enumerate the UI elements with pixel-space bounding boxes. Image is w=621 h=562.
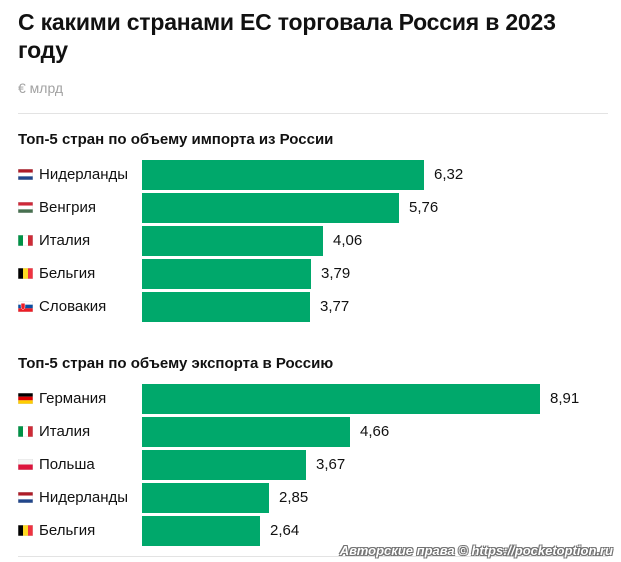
country-label: Словакия <box>39 298 107 315</box>
bar <box>142 226 323 256</box>
country-label: Бельгия <box>39 265 96 282</box>
country-label: Нидерланды <box>39 489 129 506</box>
bar-row: Нидерланды 6,32 <box>18 159 618 191</box>
flag-de-icon <box>18 393 33 404</box>
value-label: 6,32 <box>434 166 464 183</box>
flag-sk-icon <box>18 301 33 312</box>
value-label: 2,64 <box>270 522 300 539</box>
country-label: Бельгия <box>39 522 96 539</box>
top-divider <box>18 113 608 114</box>
bar <box>142 292 310 322</box>
bar <box>142 384 540 414</box>
flag-pl-icon <box>18 459 33 470</box>
bar-row: Нидерланды 2,85 <box>18 482 618 514</box>
bar-row: Бельгия 3,79 <box>18 258 618 290</box>
unit-label: € млрд <box>18 80 64 96</box>
country-label: Польша <box>39 456 95 473</box>
page-title: С какими странами ЕС торговала Россия в … <box>18 9 556 63</box>
bar <box>142 417 350 447</box>
watermark: Авторские права © https://pocketoption.r… <box>339 543 613 558</box>
value-label: 3,67 <box>316 456 346 473</box>
flag-be-icon <box>18 268 33 279</box>
value-label: 3,77 <box>320 298 350 315</box>
country-label: Италия <box>39 423 91 440</box>
import-section-title: Топ-5 стран по объему импорта из России <box>18 131 334 148</box>
bar-row: Бельгия 2,64 <box>18 515 618 547</box>
country-label: Италия <box>39 232 91 249</box>
export-section-title: Топ-5 стран по объему экспорта в Россию <box>18 355 334 372</box>
flag-nl-icon <box>18 169 33 180</box>
value-label: 4,06 <box>333 232 363 249</box>
country-label: Нидерланды <box>39 166 129 183</box>
bar <box>142 160 424 190</box>
bottom-divider <box>18 556 608 557</box>
flag-hu-icon <box>18 202 33 213</box>
bar <box>142 193 399 223</box>
bar-row: Германия 8,91 <box>18 383 618 415</box>
bar <box>142 450 306 480</box>
value-label: 8,91 <box>550 390 580 407</box>
country-label: Венгрия <box>39 199 96 216</box>
bar <box>142 259 311 289</box>
bar-row: Словакия 3,77 <box>18 291 618 323</box>
value-label: 3,79 <box>321 265 351 282</box>
bar-row: Италия 4,06 <box>18 225 618 257</box>
bar-row: Италия 4,66 <box>18 416 618 448</box>
flag-it-icon <box>18 235 33 246</box>
value-label: 5,76 <box>409 199 439 216</box>
value-label: 4,66 <box>360 423 390 440</box>
country-label: Германия <box>39 390 107 407</box>
bar-row: Польша 3,67 <box>18 449 618 481</box>
bar-row: Венгрия 5,76 <box>18 192 618 224</box>
flag-it-icon <box>18 426 33 437</box>
flag-be-icon <box>18 525 33 536</box>
bar <box>142 516 260 546</box>
flag-nl-icon <box>18 492 33 503</box>
value-label: 2,85 <box>279 489 309 506</box>
bar <box>142 483 269 513</box>
